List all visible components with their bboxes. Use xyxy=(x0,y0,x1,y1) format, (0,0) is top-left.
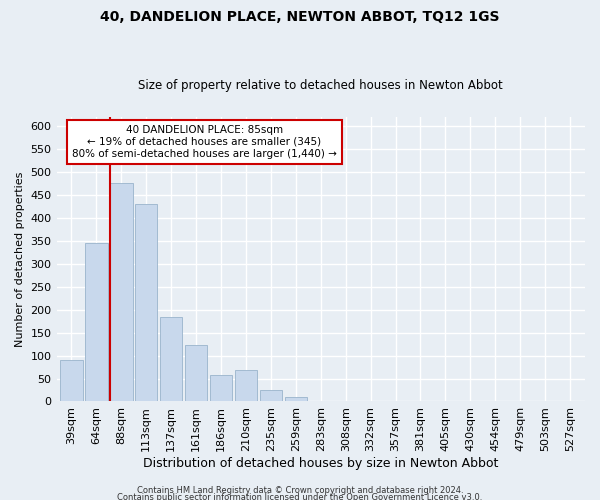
Bar xyxy=(60,360,83,402)
Bar xyxy=(185,345,208,402)
Text: 40 DANDELION PLACE: 85sqm
← 19% of detached houses are smaller (345)
80% of semi: 40 DANDELION PLACE: 85sqm ← 19% of detac… xyxy=(72,126,337,158)
Bar xyxy=(509,400,532,402)
Bar xyxy=(85,243,107,402)
Title: Size of property relative to detached houses in Newton Abbot: Size of property relative to detached ho… xyxy=(139,79,503,92)
Bar xyxy=(110,184,133,402)
Bar xyxy=(135,204,157,402)
Bar xyxy=(160,316,182,402)
Text: Contains public sector information licensed under the Open Government Licence v3: Contains public sector information licen… xyxy=(118,494,482,500)
Bar xyxy=(210,376,232,402)
Bar xyxy=(559,400,581,402)
Bar xyxy=(235,370,257,402)
Bar xyxy=(284,397,307,402)
X-axis label: Distribution of detached houses by size in Newton Abbot: Distribution of detached houses by size … xyxy=(143,457,499,470)
Text: 40, DANDELION PLACE, NEWTON ABBOT, TQ12 1GS: 40, DANDELION PLACE, NEWTON ABBOT, TQ12 … xyxy=(100,10,500,24)
Y-axis label: Number of detached properties: Number of detached properties xyxy=(15,172,25,347)
Bar xyxy=(260,390,282,402)
Text: Contains HM Land Registry data © Crown copyright and database right 2024.: Contains HM Land Registry data © Crown c… xyxy=(137,486,463,495)
Bar xyxy=(434,400,457,402)
